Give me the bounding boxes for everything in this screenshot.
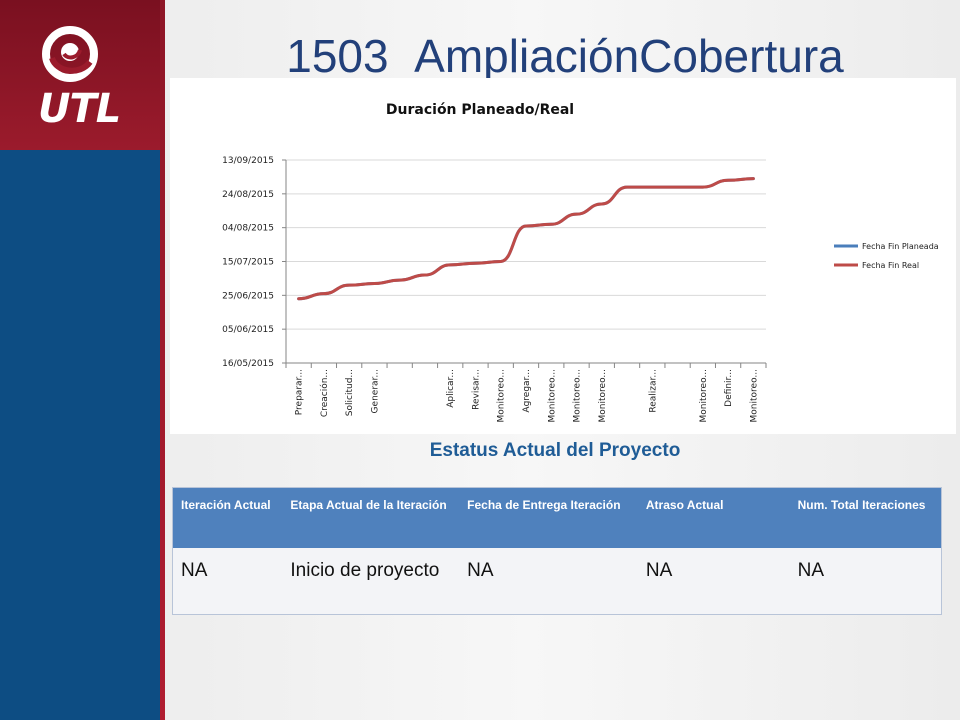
y-tick-label: 16/05/2015: [222, 359, 274, 369]
y-tick-label: 05/06/2015: [222, 325, 274, 335]
cell-fecha-entrega: NA: [467, 560, 494, 581]
table-header-row: Iteración Actual Etapa Actual de la Iter…: [172, 487, 942, 548]
page-title: 1503_AmpliaciónCobertura: [286, 30, 844, 82]
x-tick-label: Generar...: [370, 369, 380, 413]
x-tick-label: Monitoreo...: [598, 369, 608, 422]
y-tick-label: 24/08/2015: [222, 190, 274, 200]
status-title: Estatus Actual del Proyecto: [429, 440, 681, 461]
cell-num-iteraciones: NA: [797, 560, 825, 581]
header-fecha-entrega: Fecha de Entrega Iteración: [459, 487, 638, 548]
header-num-iteraciones: Num. Total Iteraciones: [789, 487, 942, 548]
y-tick-label: 04/08/2015: [222, 224, 274, 234]
x-tick-label: Creación...: [319, 369, 330, 417]
series-line-planned: [297, 177, 755, 301]
x-tick-label: Preparar...: [295, 369, 305, 415]
header-etapa: Etapa Actual de la Iteración: [282, 487, 460, 548]
chart-title: Duración Planeado/Real: [386, 102, 574, 118]
chart-panel: Duración Planeado/Real 16/05/2015 05/06/20…: [170, 78, 956, 434]
series-line-real: [297, 177, 755, 301]
duration-line-chart: Duración Planeado/Real 16/05/2015 05/06/20…: [222, 102, 939, 422]
x-tick-label: Monitoreo...: [573, 369, 583, 422]
x-tick-label: Aplicar...: [446, 369, 456, 408]
y-tick-label: 13/09/2015: [222, 156, 274, 166]
y-tick-label: 25/06/2015: [222, 291, 274, 301]
x-tick-label: Revisar...: [471, 369, 481, 410]
x-tick-label: Monitoreo...: [699, 369, 709, 422]
x-tick-label: Realizar...: [648, 369, 658, 413]
y-tick-label: 15/07/2015: [222, 258, 274, 268]
cell-etapa: Inicio de proyecto: [290, 560, 440, 581]
utl-logo-icon: [42, 26, 98, 82]
sidebar-edge: [160, 0, 165, 720]
x-tick-label: Solicitud...: [345, 369, 355, 416]
x-tick-label: Agregar...: [522, 369, 532, 413]
cell-iteracion: NA: [181, 560, 208, 581]
header-iteracion: Iteración Actual: [172, 487, 283, 548]
x-tick-label: Monitoreo...: [547, 369, 557, 422]
status-table: Iteración Actual Etapa Actual de la Iter…: [172, 487, 942, 615]
header-atraso: Atraso Actual: [637, 487, 790, 548]
x-tick-label: Monitoreo...: [497, 369, 507, 422]
legend-entry: Fecha Fin Planeada: [862, 242, 939, 251]
cell-atraso: NA: [645, 560, 673, 581]
legend-entry: Fecha Fin Real: [862, 261, 919, 270]
x-tick-label: Monitoreo...: [749, 369, 759, 422]
x-tick-label: Definir...: [724, 369, 734, 407]
table-row: NA Inicio de proyecto NA NA NA: [173, 548, 942, 615]
logo-text: UTL: [38, 86, 121, 132]
